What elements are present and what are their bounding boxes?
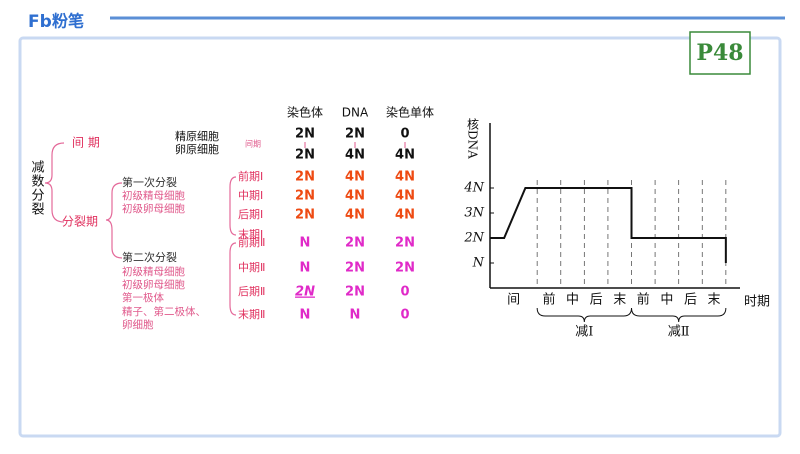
stage-label: 前期Ⅱ	[238, 235, 265, 249]
y-tick-label: 2N	[463, 231, 484, 246]
group-label: 减Ⅰ	[575, 325, 593, 340]
page-label-box	[689, 31, 751, 75]
value: 4N	[345, 148, 365, 163]
cell-name: 精子、第二极体、	[122, 305, 206, 318]
brace	[105, 182, 123, 259]
group-brace	[536, 307, 633, 323]
x-tick-label: 前	[542, 292, 555, 308]
stage-label: 后期Ⅰ	[238, 208, 263, 221]
value: N	[300, 308, 311, 323]
value: 2N	[395, 261, 415, 276]
cell-name: 卵原细胞	[175, 143, 219, 156]
value: 2N	[395, 236, 415, 251]
value: 2N	[295, 189, 315, 204]
stage-label: 末期Ⅰ	[238, 227, 263, 241]
value: 2N	[345, 127, 365, 142]
x-tick-label: 前	[637, 292, 650, 308]
cell-name: 初级卵母细胞	[122, 202, 185, 215]
value: 2N	[295, 208, 315, 223]
value: 4N	[345, 208, 365, 223]
y-tick-label: 4N	[463, 181, 484, 196]
division-name: 第二次分裂	[122, 250, 177, 264]
header: 染色单体	[386, 105, 434, 120]
cell-name: 第一极体	[122, 291, 164, 304]
stage-label: 中期Ⅰ	[238, 189, 263, 202]
y-tick-label: 3N	[464, 206, 484, 221]
value: 0	[400, 308, 409, 323]
cell-name: 卵细胞	[122, 318, 154, 331]
arrows	[304, 142, 406, 148]
x-tick-label: 后	[590, 293, 603, 308]
y-tick-label: N	[472, 256, 485, 271]
value: 2N	[295, 285, 315, 300]
y-axis-label: 核DNA	[466, 118, 480, 160]
stage-label: 后期Ⅱ	[238, 285, 265, 298]
stage-label: 末期Ⅱ	[238, 307, 265, 321]
table-title: 减数分裂	[29, 160, 45, 216]
cell-name: 初级精母细胞	[122, 189, 185, 202]
x-tick-label: 间	[507, 293, 520, 308]
value: 4N	[395, 148, 415, 163]
value: 4N	[395, 170, 415, 185]
group-label: 减Ⅱ	[668, 325, 690, 340]
x-tick-label: 中	[660, 293, 673, 308]
frame	[18, 36, 782, 438]
value: 4N	[345, 170, 365, 185]
logo-name: 粉笔	[52, 12, 84, 31]
stage-label: 间期	[245, 140, 261, 149]
value: N	[300, 236, 311, 251]
value: 2N	[295, 127, 315, 142]
page-label: P48	[696, 40, 743, 66]
value: 2N	[345, 236, 365, 251]
value: 0	[400, 127, 409, 142]
value: 4N	[345, 189, 365, 204]
brace	[44, 142, 65, 223]
x-tick-label: 中	[566, 293, 579, 308]
x-tick-label: 后	[684, 293, 697, 308]
group-brace	[631, 307, 727, 323]
x-tick-label: 末	[613, 293, 626, 308]
brace	[229, 176, 237, 236]
stage-label: 中期Ⅱ	[238, 261, 265, 274]
value: 2N	[345, 285, 365, 300]
title-vertical: 减数分裂	[29, 160, 45, 216]
chart: 核DNA时期N2N3N4N间前中后末前中后末减Ⅰ 减Ⅱ	[463, 118, 770, 340]
cell-name: 初级精母细胞	[122, 265, 185, 278]
division-label: 分裂期	[62, 215, 98, 229]
cell-name: 精原细胞	[175, 130, 219, 143]
value: 0	[400, 285, 409, 300]
value: 2N	[345, 261, 365, 276]
value: N	[350, 308, 361, 323]
value: 4N	[395, 189, 415, 204]
value: 2N	[295, 148, 315, 163]
x-tick-label: 末	[708, 293, 721, 308]
header: 染色体	[287, 105, 323, 120]
dna-line	[490, 187, 727, 263]
x-axis-label: 时期	[744, 295, 770, 310]
value: 2N	[295, 170, 315, 185]
brace	[229, 242, 237, 316]
value: N	[300, 261, 311, 276]
value: 4N	[395, 208, 415, 223]
cell-name: 初级卵母细胞	[122, 278, 185, 291]
division-name: 第一次分裂	[122, 175, 177, 189]
logo-mark: Fb	[28, 12, 52, 32]
header: DNA	[342, 106, 369, 120]
interphase-label: 间 期	[72, 136, 100, 150]
stage-label: 前期Ⅰ	[238, 169, 263, 183]
